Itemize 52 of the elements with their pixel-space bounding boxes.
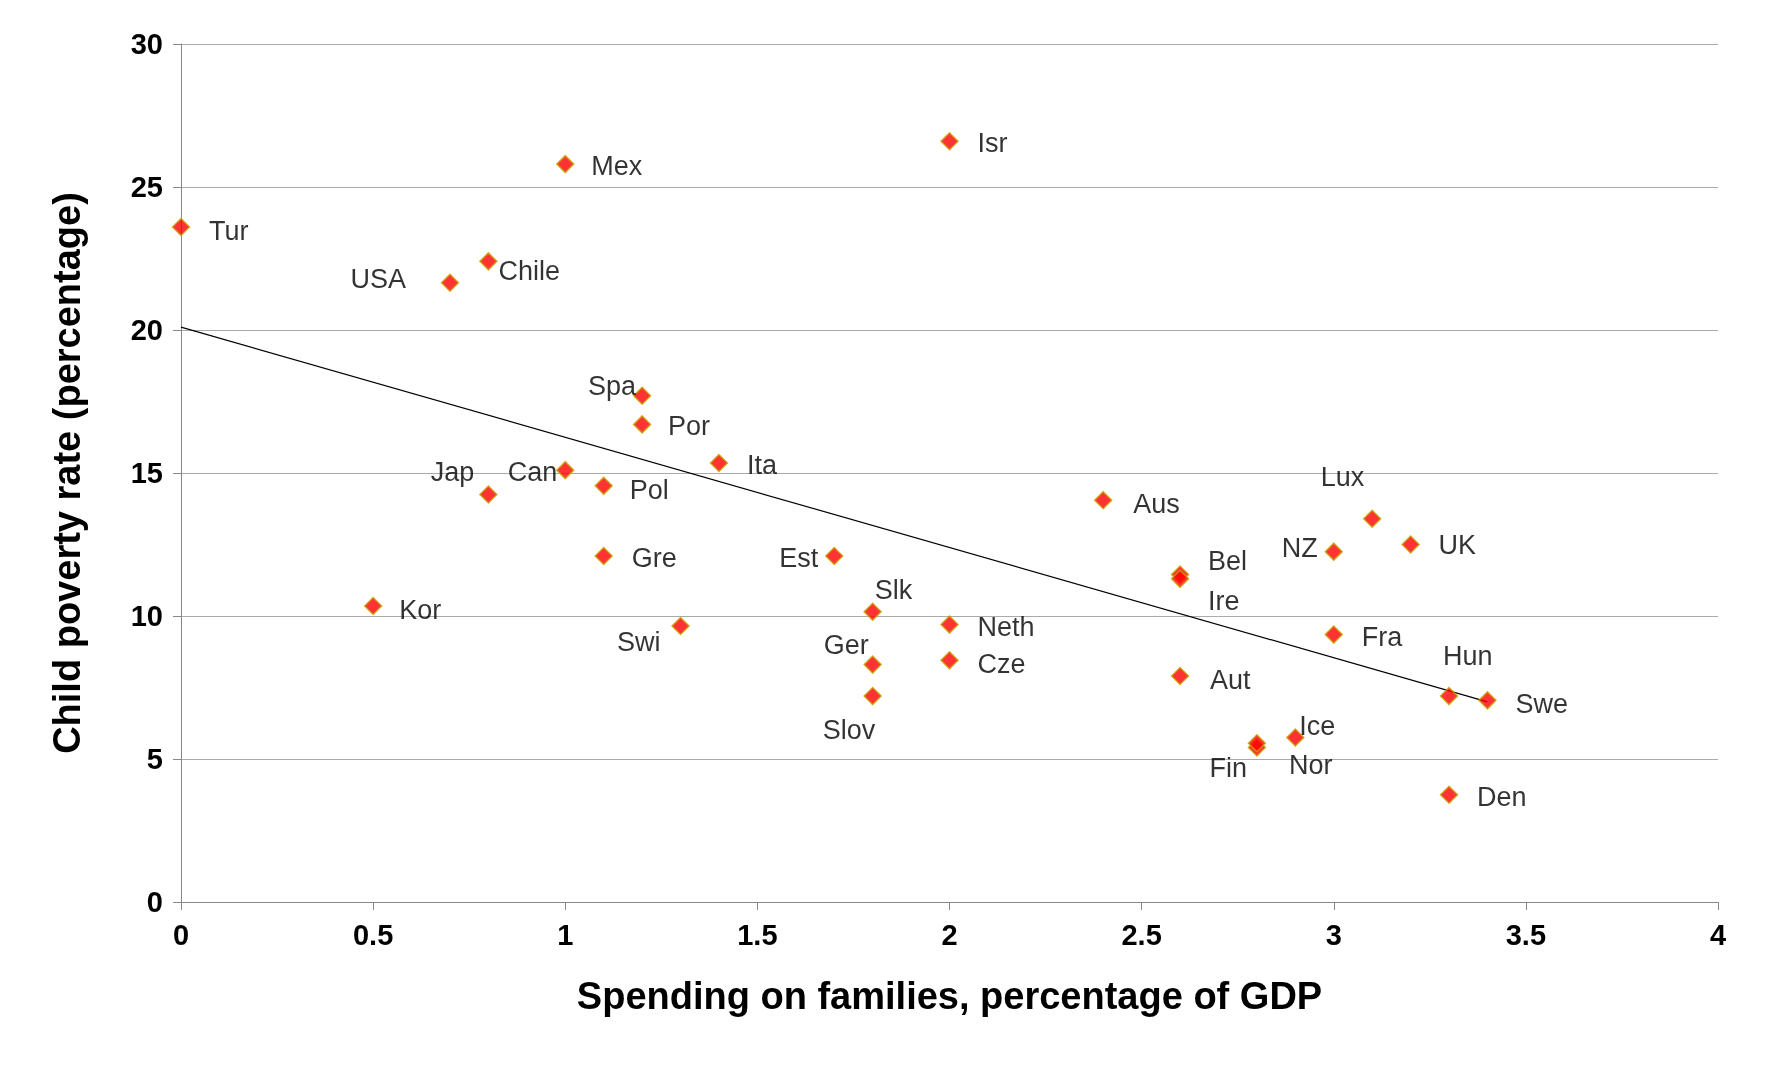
y-axis-title: Child poverty rate (percentage): [46, 192, 88, 754]
x-tick-label: 3: [1325, 918, 1342, 951]
annotation: Hun: [1443, 641, 1493, 672]
annotation: Lux: [1320, 461, 1365, 492]
annotation: Kor: [399, 594, 442, 625]
y-tick-label: 20: [130, 314, 163, 346]
annotation: Den: [1477, 781, 1527, 812]
annotation: Aus: [1133, 489, 1180, 520]
x-axis-title: Spending on families, percentage of GDP: [576, 975, 1323, 1017]
y-tick-label: 15: [130, 457, 163, 489]
annotation: Ita: [746, 449, 778, 480]
x-tick-label: 1: [557, 918, 574, 951]
y-tick-label: 25: [130, 171, 163, 203]
annotation: Mex: [591, 151, 643, 182]
annotation: Neth: [977, 611, 1035, 642]
annotation: Jap: [430, 457, 475, 488]
annotation: NZ: [1281, 532, 1318, 563]
annotation: Ger: [823, 629, 869, 660]
annotation: Gre: [631, 542, 677, 573]
annotation: Ice: [1299, 710, 1336, 741]
x-tick-label: 0: [172, 918, 190, 951]
x-tick-label: 2.5: [1121, 918, 1162, 951]
y-tick-label: 0: [146, 886, 163, 918]
y-tick-label: 30: [130, 28, 163, 60]
annotation: Aut: [1210, 665, 1252, 696]
annotation: Pol: [629, 474, 669, 505]
annotation: Nor: [1288, 750, 1333, 781]
annotation: Tur: [209, 216, 249, 247]
annotation: UK: [1438, 529, 1477, 560]
annotation: Spa: [588, 370, 638, 401]
annotation: USA: [350, 263, 406, 294]
annotation: Ire: [1208, 585, 1240, 616]
y-tick-label: 10: [130, 600, 163, 632]
annotation: Isr: [977, 128, 1008, 159]
x-tick-label: 1.5: [737, 918, 778, 951]
annotation: Slk: [874, 574, 913, 605]
x-tick-label: 0.5: [352, 918, 394, 951]
annotation: Cze: [977, 649, 1026, 680]
annotation: Fin: [1209, 752, 1247, 783]
x-tick-label: 3.5: [1505, 918, 1547, 951]
annotation: Swe: [1515, 689, 1568, 720]
annotation: Por: [668, 411, 711, 442]
x-tick-label: 2: [941, 918, 958, 951]
annotation: Chile: [498, 256, 560, 287]
annotation: Est: [779, 542, 819, 573]
annotation: Can: [507, 457, 558, 488]
annotation: Bel: [1208, 545, 1248, 576]
annotation: Swi: [617, 627, 661, 658]
annotation: Fra: [1361, 621, 1404, 652]
y-tick-label: 5: [146, 743, 163, 775]
annotation: Slov: [822, 715, 876, 746]
x-tick-label: 4: [1709, 918, 1727, 951]
